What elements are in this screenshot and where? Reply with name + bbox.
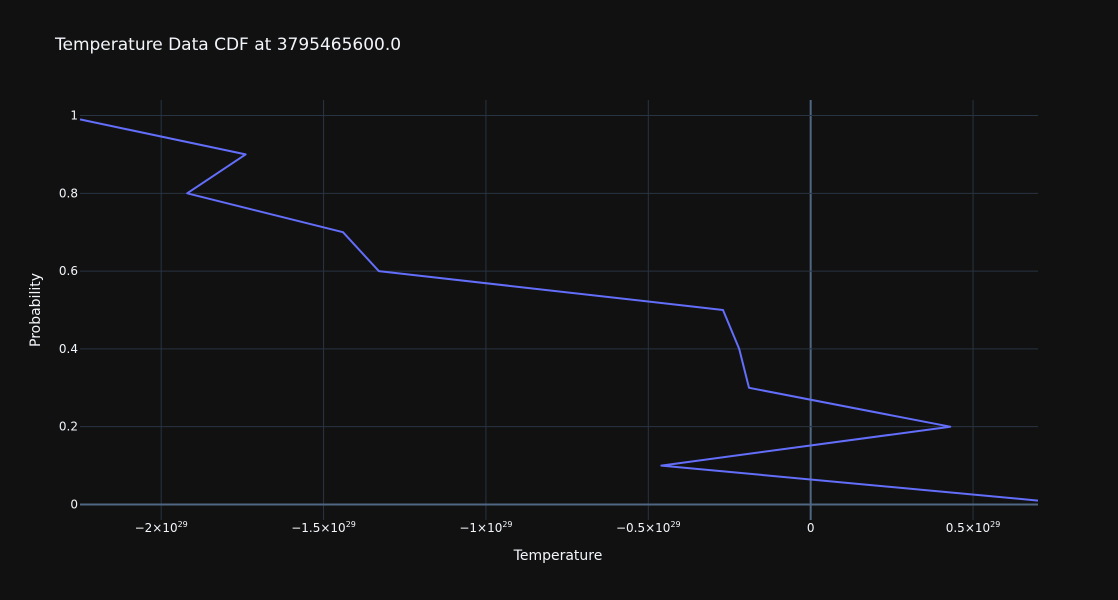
x-axis-title: Temperature bbox=[513, 548, 603, 564]
x-tick-label: 0.5×1029 bbox=[946, 520, 1001, 535]
x-tick-label: −1.5×1029 bbox=[291, 520, 356, 535]
y-tick-label: 0.6 bbox=[59, 264, 78, 278]
data-series bbox=[79, 118, 1039, 502]
x-tick-label: 0 bbox=[807, 521, 815, 535]
y-tick-label: 0.4 bbox=[59, 342, 78, 356]
x-tick-label: −0.5×1029 bbox=[616, 520, 681, 535]
y-tick-label: 1 bbox=[70, 109, 78, 123]
y-axis-title: Probability bbox=[28, 273, 44, 347]
y-tick-label: 0.2 bbox=[59, 420, 78, 434]
x-tick-label: −2×1029 bbox=[135, 520, 188, 535]
x-tick-label: −1×1029 bbox=[459, 520, 512, 535]
chart-title: Temperature Data CDF at 3795465600.0 bbox=[54, 35, 401, 55]
series-line-0 bbox=[79, 118, 1039, 502]
y-tick-label: 0 bbox=[70, 497, 78, 511]
axis-ticks: −2×1029 −1.5×1029 −1×1029 −0.5×1029 0 0.5×102… bbox=[59, 109, 1000, 535]
y-tick-label: 0.8 bbox=[59, 186, 78, 200]
grid-lines bbox=[80, 100, 1038, 520]
